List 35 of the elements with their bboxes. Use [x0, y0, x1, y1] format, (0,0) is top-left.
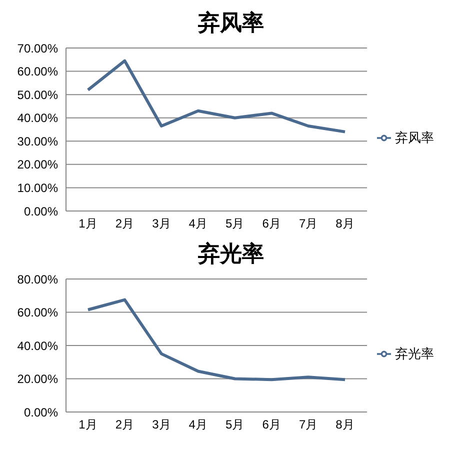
y-tick-label: 40.00% [17, 111, 58, 126]
legend-label: 弃光率 [395, 346, 434, 360]
line-series [86, 59, 346, 134]
x-tick-label: 1月 [78, 418, 98, 432]
x-tick-label: 5月 [226, 216, 244, 231]
x-tick-label: 6月 [262, 418, 281, 432]
y-tick-label: 20.00% [17, 372, 58, 386]
y-tick-label: 20.00% [17, 158, 58, 172]
chart-title: 弃光率 [197, 240, 265, 268]
x-tick-label: 2月 [115, 418, 134, 432]
chart-title: 弃风率 [197, 9, 265, 37]
x-tick-label: 4月 [188, 216, 208, 231]
y-tick-label: 10.00% [17, 180, 58, 195]
x-tick-label: 7月 [298, 418, 318, 432]
y-tick-label: 60.00% [17, 64, 58, 79]
line-series [86, 298, 346, 382]
y-tick-label: 60.00% [17, 306, 58, 320]
x-tick-label: 2月 [115, 216, 134, 231]
x-tick-label: 8月 [336, 418, 354, 432]
x-tick-label: 3月 [152, 216, 171, 231]
x-tick-label: 5月 [226, 418, 244, 432]
x-tick-label: 3月 [152, 418, 171, 432]
x-tick-label: 4月 [188, 418, 208, 432]
y-tick-label: 0.00% [24, 405, 58, 420]
y-tick-label: 30.00% [17, 134, 58, 148]
x-tick-label: 1月 [78, 216, 98, 231]
y-tick-label: 80.00% [17, 272, 58, 286]
y-tick-label: 50.00% [17, 88, 58, 102]
x-tick-label: 7月 [298, 216, 318, 231]
y-tick-label: 40.00% [17, 338, 58, 353]
x-tick-label: 6月 [262, 216, 281, 231]
y-tick-label: 70.00% [17, 41, 58, 56]
y-tick-label: 0.00% [24, 204, 58, 218]
legend-label: 弃风率 [395, 130, 434, 144]
x-tick-label: 8月 [336, 216, 354, 231]
